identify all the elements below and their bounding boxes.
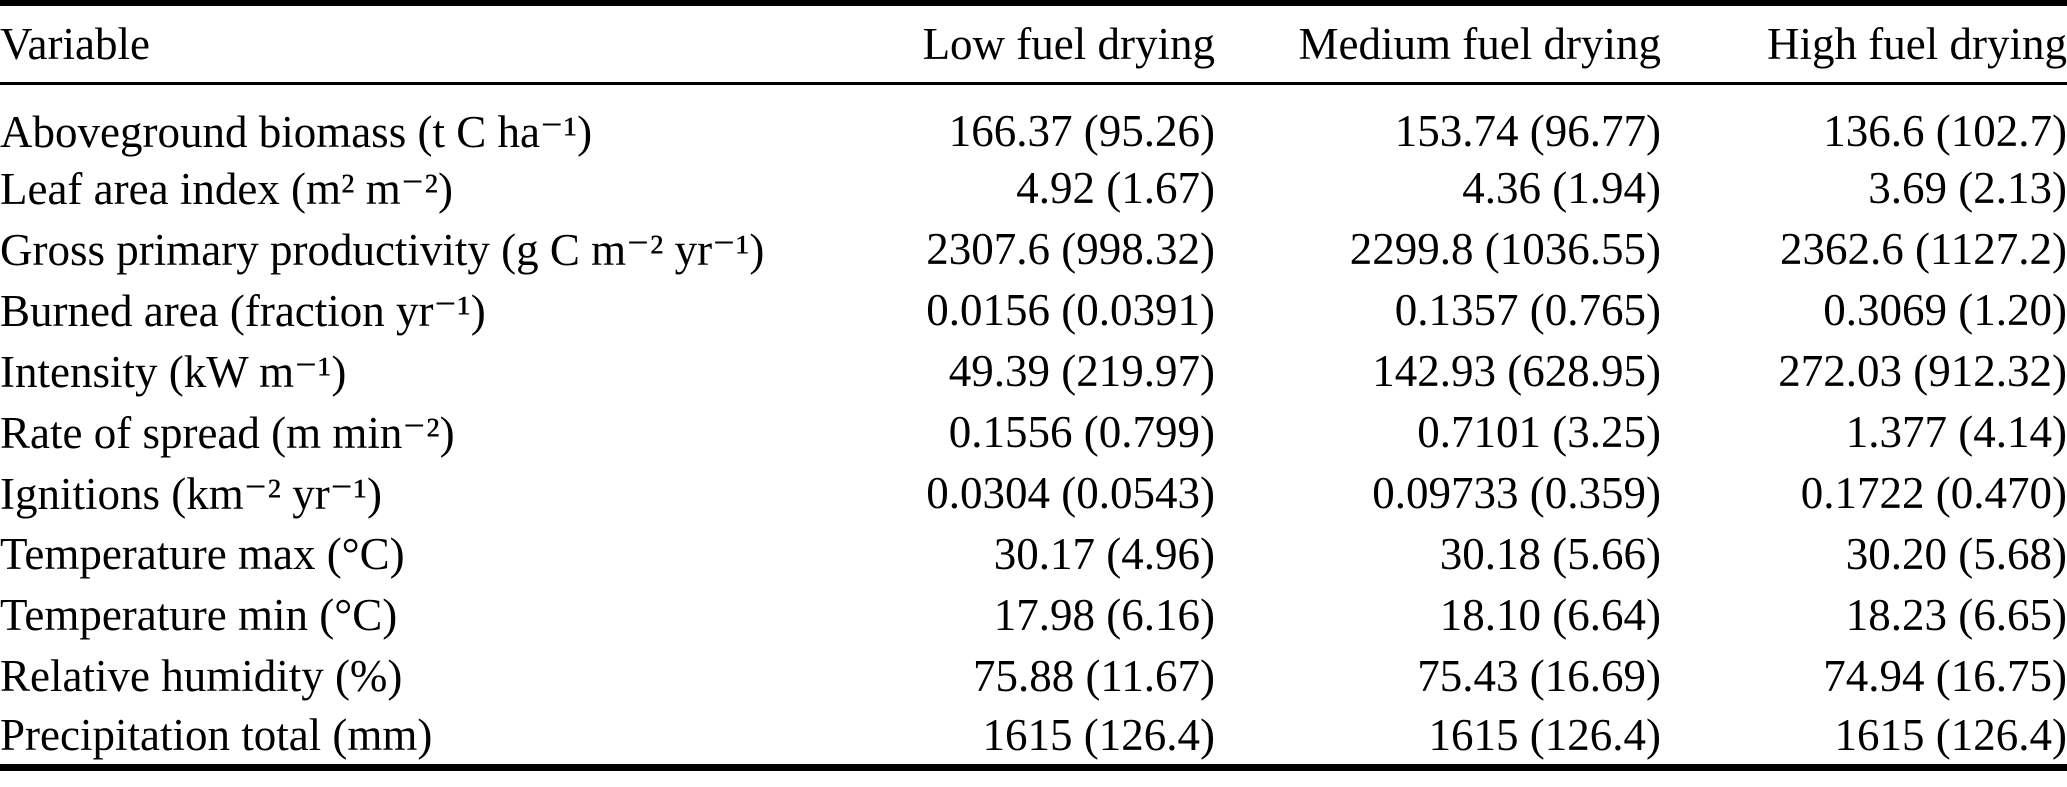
high-fuel-drying-cell: 136.6 (102.7)	[1823, 106, 2067, 156]
variable-cell: Intensity (kW m⁻¹)	[0, 346, 347, 397]
low-fuel-drying-cell: 17.98 (6.16)	[993, 590, 1215, 640]
header-high-fuel-drying: High fuel drying	[1767, 18, 2067, 69]
variable-cell: Relative humidity (%)	[0, 651, 403, 701]
high-fuel-drying-cell: 1615 (126.4)	[1834, 710, 2067, 761]
table-row: Precipitation total (mm) 1615 (126.4) 1615…	[0, 707, 2067, 768]
low-fuel-drying-cell: 0.0156 (0.0391)	[926, 285, 1215, 335]
medium-fuel-drying-cell: 18.10 (6.64)	[1439, 590, 1661, 640]
variable-cell: Leaf area index (m² m⁻²)	[0, 163, 454, 214]
low-fuel-drying-cell: 75.88 (11.67)	[972, 651, 1215, 701]
medium-fuel-drying-cell: 153.74 (96.77)	[1394, 106, 1661, 156]
medium-fuel-drying-cell: 1615 (126.4)	[1428, 710, 1661, 761]
medium-fuel-drying-cell: 0.1357 (0.765)	[1394, 285, 1661, 335]
high-fuel-drying-cell: 0.3069 (1.20)	[1823, 285, 2067, 335]
table-row: Gross primary productivity (g C m⁻² yr⁻¹…	[0, 219, 2067, 280]
high-fuel-drying-cell: 272.03 (912.32)	[1778, 346, 2067, 396]
medium-fuel-drying-cell: 2299.8 (1036.55)	[1349, 224, 1661, 274]
low-fuel-drying-cell: 0.0304 (0.0543)	[926, 468, 1215, 518]
header-variable: Variable	[0, 18, 150, 69]
medium-fuel-drying-cell: 75.43 (16.69)	[1417, 651, 1661, 701]
variable-cell: Temperature max (°C)	[0, 529, 405, 579]
variable-cell: Precipitation total (mm)	[0, 710, 433, 761]
table-row: Temperature min (°C) 17.98 (6.16) 18.10 (6…	[0, 585, 2067, 646]
table-row: Relative humidity (%) 75.88 (11.67) 75.43 …	[0, 646, 2067, 707]
low-fuel-drying-cell: 0.1556 (0.799)	[948, 407, 1215, 457]
low-fuel-drying-cell: 1615 (126.4)	[982, 710, 1215, 761]
medium-fuel-drying-cell: 4.36 (1.94)	[1462, 163, 1661, 213]
table-row: Intensity (kW m⁻¹) 49.39 (219.97) 142.93 (…	[0, 341, 2067, 402]
high-fuel-drying-cell: 3.69 (2.13)	[1868, 163, 2067, 213]
variable-cell: Rate of spread (m min⁻²)	[0, 407, 455, 458]
table-body: Aboveground biomass (t C ha⁻¹) 166.37 (95…	[0, 83, 2067, 768]
variable-cell: Burned area (fraction yr⁻¹)	[0, 285, 486, 336]
high-fuel-drying-cell: 74.94 (16.75)	[1823, 651, 2067, 701]
summary-statistics-table: Variable Low fuel drying Medium fuel dry…	[0, 0, 2067, 771]
table-row: Burned area (fraction yr⁻¹) 0.0156 (0.039…	[0, 280, 2067, 341]
high-fuel-drying-cell: 18.23 (6.65)	[1845, 590, 2067, 640]
low-fuel-drying-cell: 49.39 (219.97)	[948, 346, 1215, 396]
header-medium-fuel-drying: Medium fuel drying	[1298, 18, 1661, 69]
high-fuel-drying-cell: 2362.6 (1127.2)	[1779, 224, 2067, 274]
header-low-fuel-drying: Low fuel drying	[922, 18, 1215, 69]
low-fuel-drying-cell: 166.37 (95.26)	[948, 106, 1215, 156]
variable-cell: Temperature min (°C)	[0, 590, 398, 640]
low-fuel-drying-cell: 4.92 (1.67)	[1016, 163, 1215, 213]
low-fuel-drying-cell: 30.17 (4.96)	[993, 529, 1215, 579]
variable-cell: Aboveground biomass (t C ha⁻¹)	[0, 106, 593, 157]
high-fuel-drying-cell: 0.1722 (0.470)	[1800, 468, 2067, 518]
medium-fuel-drying-cell: 30.18 (5.66)	[1439, 529, 1661, 579]
high-fuel-drying-cell: 1.377 (4.14)	[1845, 407, 2067, 457]
table-row: Aboveground biomass (t C ha⁻¹) 166.37 (95…	[0, 83, 2067, 158]
low-fuel-drying-cell: 2307.6 (998.32)	[926, 224, 1215, 274]
variable-cell: Gross primary productivity (g C m⁻² yr⁻¹…	[0, 224, 765, 275]
medium-fuel-drying-cell: 142.93 (628.95)	[1372, 346, 1661, 396]
table-row: Leaf area index (m² m⁻²) 4.92 (1.67) 4.36 …	[0, 158, 2067, 219]
medium-fuel-drying-cell: 0.7101 (3.25)	[1417, 407, 1661, 457]
table-row: Ignitions (km⁻² yr⁻¹) 0.0304 (0.0543) 0.09…	[0, 463, 2067, 524]
table-row: Temperature max (°C) 30.17 (4.96) 30.18 (5…	[0, 524, 2067, 585]
medium-fuel-drying-cell: 0.09733 (0.359)	[1372, 468, 1661, 518]
table-header: Variable Low fuel drying Medium fuel dry…	[0, 3, 2067, 83]
high-fuel-drying-cell: 30.20 (5.68)	[1845, 529, 2067, 579]
variable-cell: Ignitions (km⁻² yr⁻¹)	[0, 468, 382, 519]
header-row: Variable Low fuel drying Medium fuel dry…	[0, 3, 2067, 83]
table-row: Rate of spread (m min⁻²) 0.1556 (0.799) 0.…	[0, 402, 2067, 463]
